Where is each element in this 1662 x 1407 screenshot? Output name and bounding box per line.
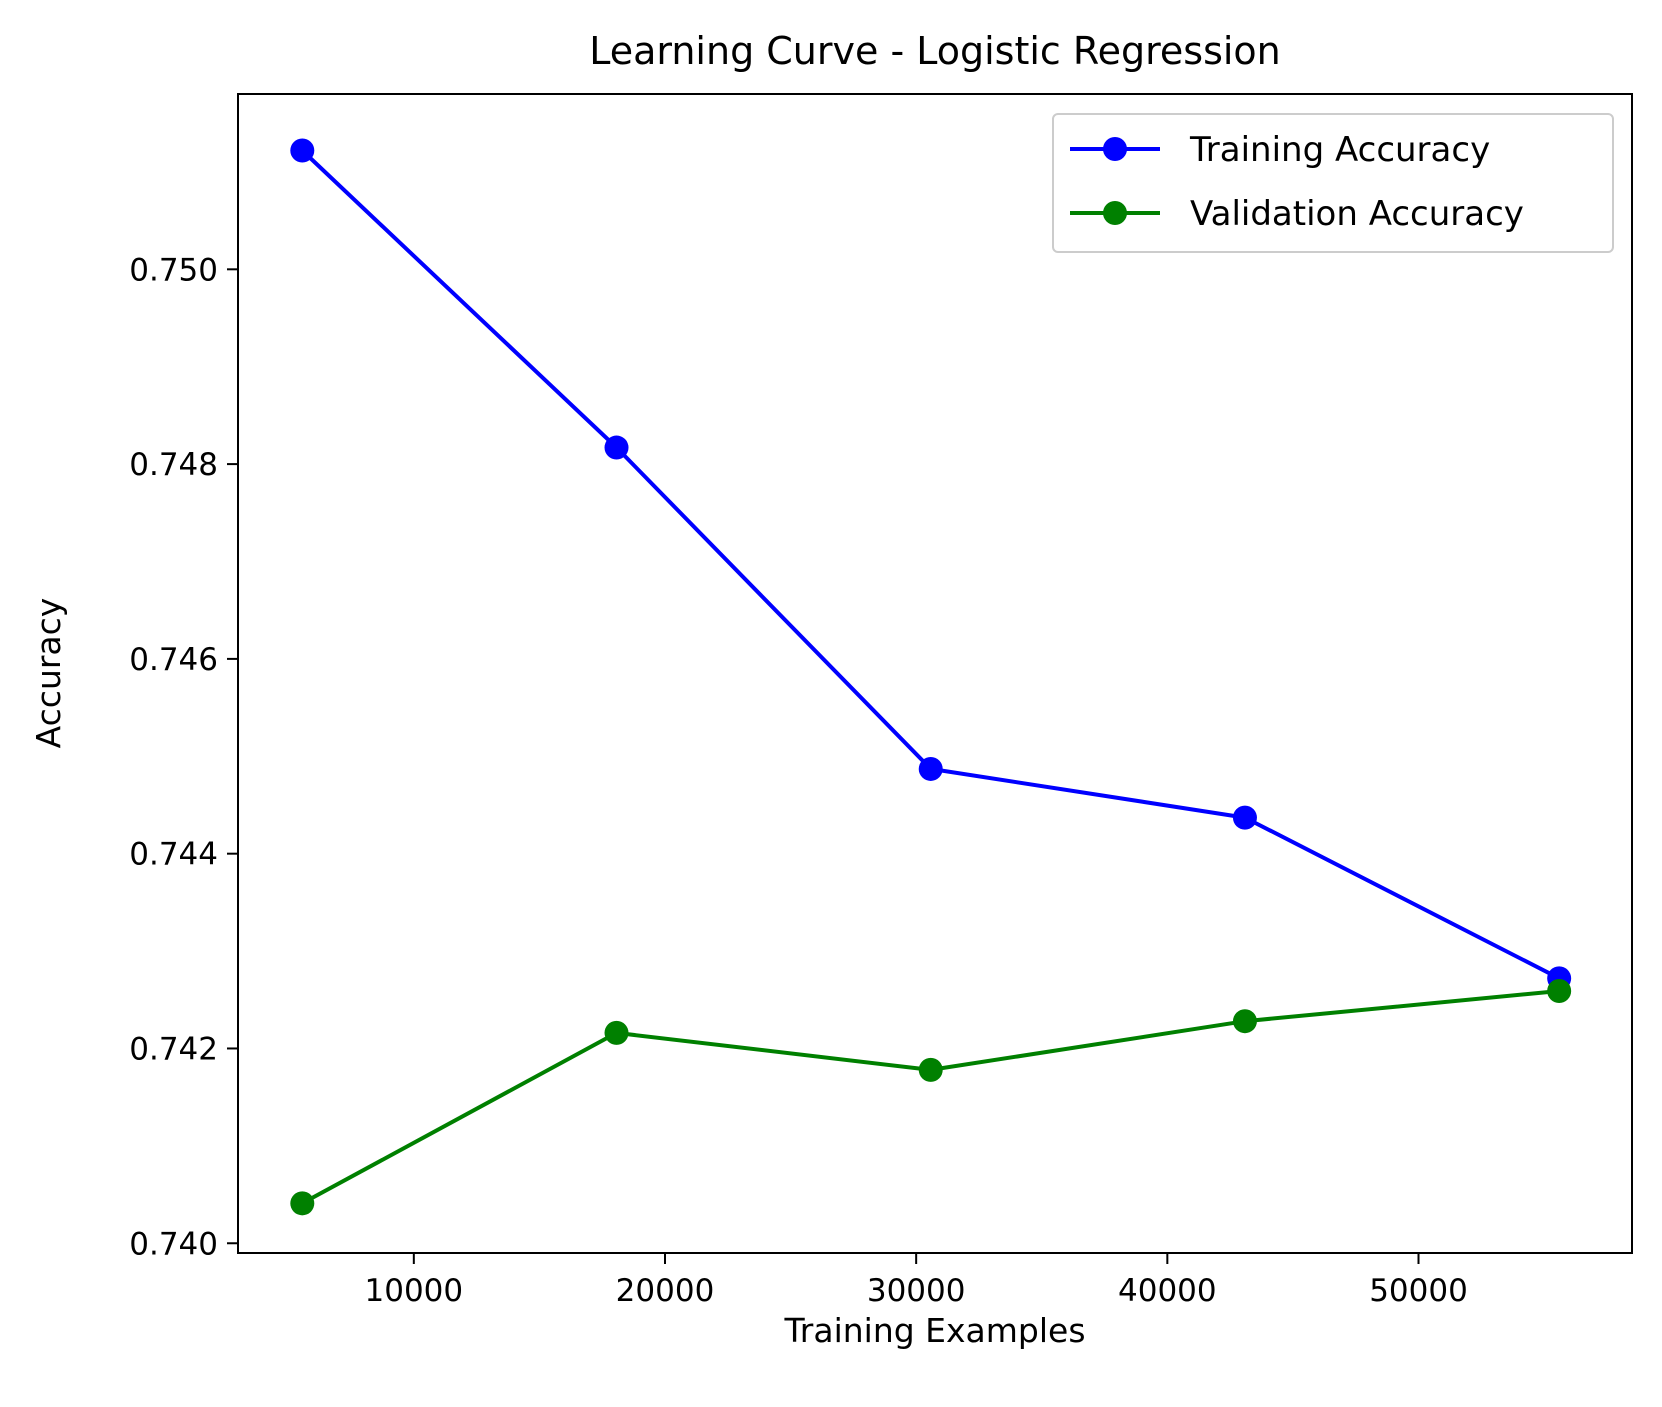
data-point-training-accuracy [290,138,315,163]
y-tick-label: 0.744 [129,837,218,873]
plot-frame [237,93,1633,1254]
legend-label-validation: Validation Accuracy [1190,194,1524,234]
data-point-validation-accuracy [604,1020,629,1045]
data-point-training-accuracy [918,756,943,781]
y-tick-label: 0.740 [129,1226,218,1262]
x-tick-label: 30000 [867,1273,966,1309]
y-tick-label: 0.742 [129,1031,218,1067]
data-point-validation-accuracy [1547,979,1572,1004]
y-tick-label: 0.750 [129,252,218,288]
data-point-validation-accuracy [290,1191,315,1216]
x-tick-label: 20000 [616,1273,715,1309]
y-axis-ticks: 0.740 0.742 0.744 0.746 0.748 0.750 [129,252,238,1262]
data-point-training-accuracy [1232,805,1257,830]
legend-marker-validation [1103,201,1127,225]
y-tick-label: 0.746 [129,642,218,678]
y-axis-label: Accuracy [29,598,68,749]
legend-label-training: Training Accuracy [1189,130,1490,170]
legend-entry-validation: Validation Accuracy [1070,194,1524,234]
data-point-validation-accuracy [918,1057,943,1082]
legend-marker-training [1103,137,1127,161]
chart-title: Learning Curve - Logistic Regression [589,29,1281,73]
x-tick-label: 10000 [365,1273,464,1309]
data-point-validation-accuracy [1232,1009,1257,1034]
legend-entry-training: Training Accuracy [1070,130,1490,170]
series-layer [290,138,1572,1216]
y-tick-label: 0.748 [129,447,218,483]
x-tick-label: 50000 [1369,1273,1468,1309]
legend-box [1052,113,1614,253]
x-axis-label: Training Examples [783,1311,1085,1350]
x-tick-label: 40000 [1118,1273,1217,1309]
data-point-training-accuracy [604,435,629,460]
x-axis-ticks: 10000 20000 30000 40000 50000 [365,1253,1468,1309]
legend: Training Accuracy Validation Accuracy [1052,113,1614,253]
